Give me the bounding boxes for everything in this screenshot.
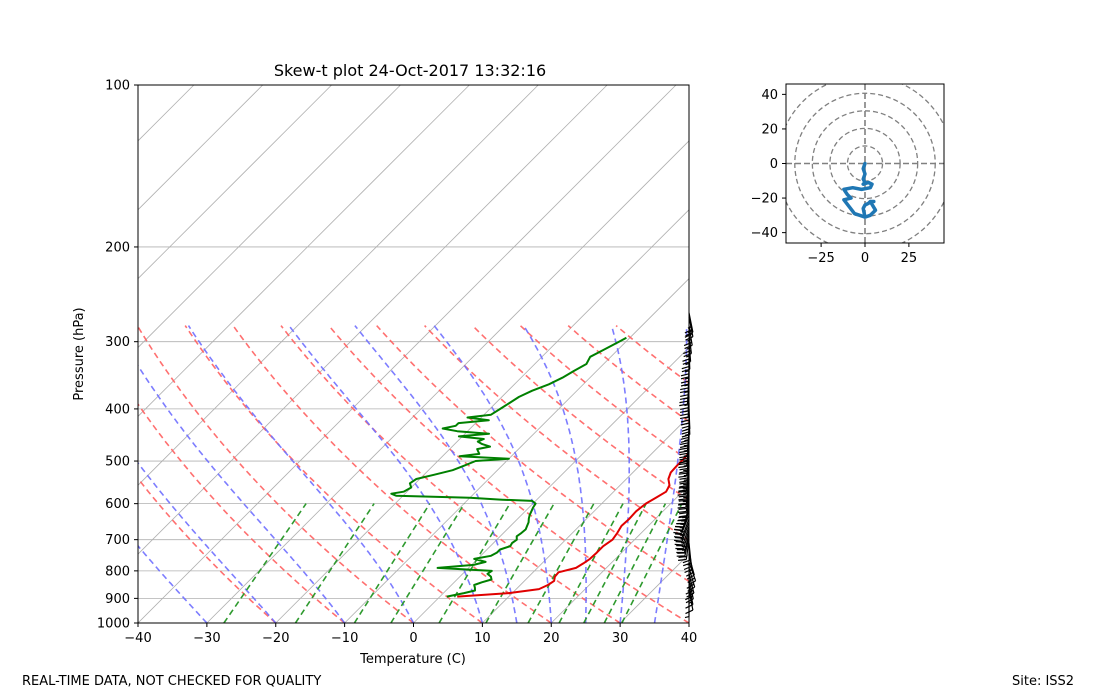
moist-adiabat [187, 325, 415, 623]
x-tick-label: 20 [543, 631, 560, 646]
y-tick-label: 300 [105, 335, 130, 350]
skewt-frame [137, 84, 690, 624]
skewt-y-axis-label: Pressure (hPa) [72, 307, 87, 400]
hodograph-trace [842, 161, 878, 219]
y-tick-label: 1000 [97, 617, 130, 632]
dry-adiabat [567, 324, 689, 423]
isotherm [138, 85, 608, 555]
mixing-ratio-line [223, 503, 307, 623]
dry-adiabat [232, 325, 552, 623]
wind-barb [679, 460, 690, 483]
isotherm [138, 85, 677, 623]
skewt-title: Skew-t plot 24-Oct-2017 13:32:16 [274, 61, 546, 80]
hodograph-x-tick-label: 25 [901, 251, 918, 266]
hodograph-ring [829, 127, 901, 200]
hodograph-y-tick-label: −20 [751, 192, 778, 207]
isotherm [482, 415, 689, 623]
x-tick-label: −30 [193, 631, 220, 646]
wind-barb [675, 529, 690, 550]
isotherm [138, 85, 264, 211]
isotherm [138, 85, 401, 349]
mixing-ratio-line [621, 503, 683, 623]
mixing-ratio-line [583, 503, 647, 623]
footer-disclaimer: REAL-TIME DATA, NOT CHECKED FOR QUALITY [22, 674, 322, 689]
isotherm [138, 85, 470, 417]
hodograph-y-tick-label: −40 [751, 226, 778, 241]
wind-barb [683, 333, 692, 358]
moist-adiabat [433, 325, 553, 623]
hodograph-y-tick-label: 40 [761, 88, 778, 103]
isotherm [619, 553, 689, 623]
dry-adiabat [138, 402, 346, 623]
x-tick-label: 30 [612, 631, 629, 646]
y-tick-label: 600 [105, 497, 130, 512]
x-tick-label: −20 [262, 631, 289, 646]
isotherm [138, 85, 195, 142]
y-tick-label: 800 [105, 564, 130, 579]
mixing-ratio-line [294, 503, 375, 623]
y-tick-label: 700 [105, 533, 130, 548]
wind-barb [673, 522, 690, 542]
hodograph-x-tick-label: 0 [861, 251, 869, 266]
x-tick-label: 40 [681, 631, 698, 646]
wind-barb [673, 514, 690, 535]
mixing-ratio-line [353, 503, 431, 623]
y-tick-label: 100 [105, 79, 130, 94]
moist-adiabat [523, 325, 587, 623]
wind-barb [678, 478, 690, 501]
isotherm [550, 484, 689, 623]
dry-adiabat [280, 325, 621, 623]
skewt-x-axis-label: Temperature (C) [359, 652, 466, 667]
isotherm [138, 85, 539, 486]
isotherm [688, 622, 689, 623]
dry-adiabat [376, 325, 689, 583]
dry-adiabat [138, 477, 277, 623]
isotherm [138, 85, 332, 280]
isotherm [0, 85, 56, 623]
mixing-ratio-line [558, 503, 624, 623]
dry-adiabat [471, 325, 689, 502]
x-tick-label: −40 [124, 631, 151, 646]
isotherm [275, 209, 689, 623]
footer-site: Site: ISS2 [1012, 674, 1075, 689]
temperature-profile [457, 451, 689, 598]
moist-adiabat [138, 461, 277, 623]
y-tick-label: 400 [105, 402, 130, 417]
hodograph-x-tick-label: −25 [807, 251, 834, 266]
wind-barb [674, 525, 690, 546]
mixing-ratio-line [438, 503, 511, 623]
y-tick-label: 200 [105, 240, 130, 255]
mixing-ratio-line [603, 503, 667, 623]
y-tick-label: 900 [105, 592, 130, 607]
hodograph: −25 0 25 −40 −20 0 20 40 [751, 83, 945, 266]
hodograph-y-tick-label: 20 [761, 122, 778, 137]
dewpoint-profile [390, 336, 627, 598]
y-tick-label: 500 [105, 455, 130, 470]
isotherm [413, 346, 689, 623]
x-tick-label: 10 [474, 631, 491, 646]
hodograph-y-tick-label: 0 [770, 157, 778, 172]
mixing-ratio-line [527, 503, 595, 623]
moist-adiabat [138, 544, 208, 623]
moist-adiabat [653, 325, 688, 623]
dry-adiabat [519, 325, 689, 462]
wind-barb [673, 518, 690, 539]
mixing-ratio-line [390, 503, 466, 623]
isotherm [344, 278, 689, 623]
dry-adiabat [424, 325, 689, 542]
wind-barb [676, 536, 690, 557]
wind-barb [683, 325, 693, 350]
wind-barb [679, 451, 690, 474]
isotherm [206, 140, 689, 623]
dry-adiabat [138, 325, 414, 623]
wind-barb [676, 532, 690, 554]
x-tick-label: 0 [409, 631, 417, 646]
x-tick-label: −10 [331, 631, 358, 646]
dry-adiabat [184, 325, 483, 623]
moist-adiabat [288, 325, 484, 623]
dry-adiabat [328, 325, 689, 623]
skewt-diagram: Skew-t plot 24-Oct-2017 13:32:16 1002003… [0, 61, 698, 667]
mixing-ratio-line [485, 503, 555, 623]
